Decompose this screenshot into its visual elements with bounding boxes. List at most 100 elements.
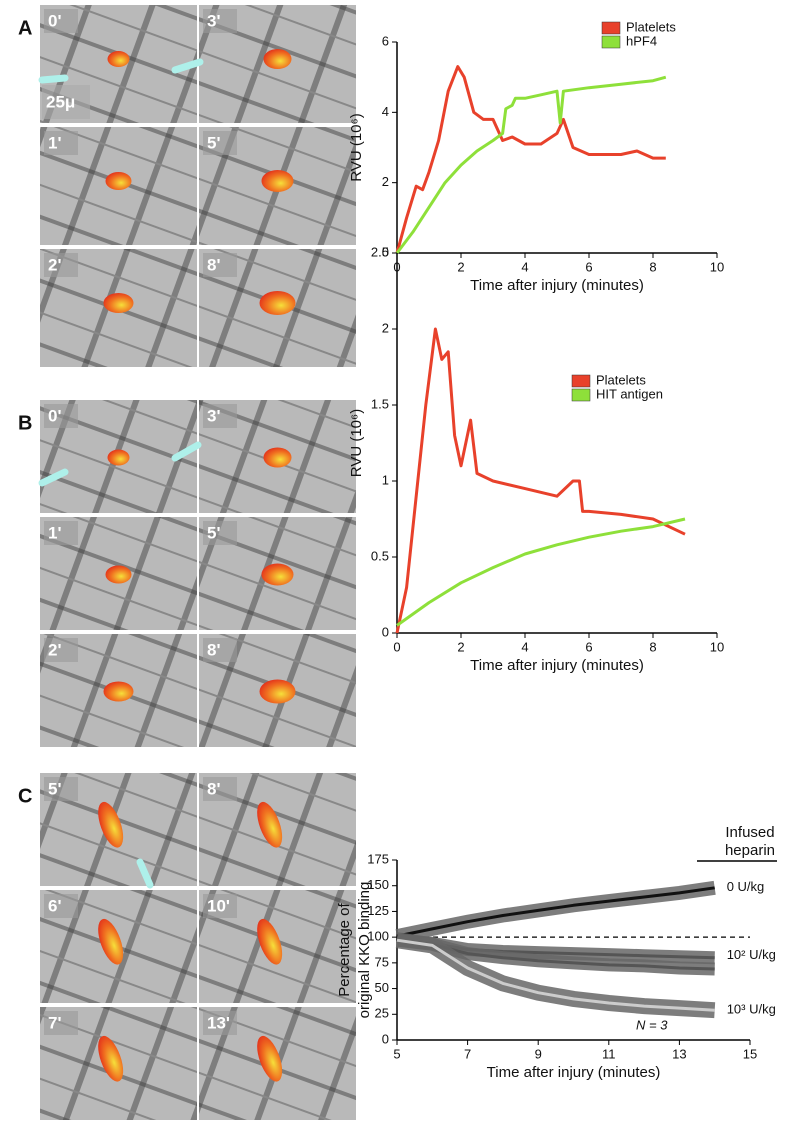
frame-label: 8' xyxy=(207,779,221,798)
x-tick-label: 15 xyxy=(743,1046,757,1061)
panel-label: A xyxy=(18,17,32,39)
frame-label-bg xyxy=(44,521,78,545)
series-line xyxy=(395,75,667,254)
panel-label: C xyxy=(18,785,32,807)
frame-label: 5' xyxy=(207,133,221,152)
y-tick-label: 0 xyxy=(382,244,389,259)
y-tick-label: 25 xyxy=(375,1006,389,1021)
frame-label: 2' xyxy=(48,255,62,274)
arrow xyxy=(38,74,69,84)
x-tick-label: 2 xyxy=(457,259,464,274)
arrow xyxy=(38,468,69,487)
y-tick-label: 2.5 xyxy=(371,244,389,259)
y-tick-label: 6 xyxy=(382,33,389,48)
series-label: 0 U/kg xyxy=(727,879,765,894)
frame-label-bg xyxy=(203,253,237,277)
legend-swatch xyxy=(601,21,621,35)
frame-label-bg xyxy=(44,777,78,801)
frame-label-bg xyxy=(44,131,78,155)
y-axis-label: original KKO binding xyxy=(356,882,373,1019)
series-line xyxy=(395,327,686,634)
frame-label-bg xyxy=(44,253,78,277)
y-tick-label: 4 xyxy=(382,104,389,119)
x-axis-label: Time after injury (minutes) xyxy=(470,277,644,294)
frame-label: 5' xyxy=(207,523,221,542)
x-tick-label: 9 xyxy=(535,1046,542,1061)
x-tick-label: 6 xyxy=(585,639,592,654)
x-tick-label: 8 xyxy=(649,639,656,654)
x-tick-label: 10 xyxy=(710,259,724,274)
series-line xyxy=(395,65,666,254)
y-tick-label: 0.5 xyxy=(371,548,389,563)
y-tick-label: 0 xyxy=(382,624,389,639)
thrombus xyxy=(257,918,283,965)
thrombus xyxy=(107,449,130,466)
y-axis-label: RVU (10⁶) xyxy=(348,113,365,181)
frame-label-bg xyxy=(44,404,78,428)
y-tick-label: 125 xyxy=(367,903,389,918)
frame-label: 1' xyxy=(48,133,62,152)
thrombus xyxy=(263,49,292,69)
y-tick-label: 175 xyxy=(367,851,389,866)
frame-label: 0' xyxy=(48,11,62,30)
x-tick-label: 13 xyxy=(672,1046,686,1061)
series-label: 10² U/kg xyxy=(727,947,776,962)
legend-label: hPF4 xyxy=(626,33,657,48)
x-tick-label: 10 xyxy=(710,639,724,654)
x-axis-label: Time after injury (minutes) xyxy=(487,1064,661,1081)
thrombus xyxy=(259,291,296,315)
x-tick-label: 4 xyxy=(521,259,528,274)
x-tick-label: 11 xyxy=(602,1046,616,1061)
frame-label: 13' xyxy=(207,1013,230,1032)
x-tick-label: 8 xyxy=(649,259,656,274)
frame-label-bg xyxy=(203,521,237,545)
series-label: 10³ U/kg xyxy=(727,1002,776,1017)
thrombus xyxy=(103,293,134,313)
x-tick-label: 5 xyxy=(393,1046,400,1061)
frame-label-bg xyxy=(44,9,78,33)
thrombus xyxy=(107,51,130,67)
frame-label: 1' xyxy=(48,523,62,542)
thrombus xyxy=(261,170,294,192)
y-tick-label: 150 xyxy=(367,877,389,892)
series-line xyxy=(396,517,686,627)
y-tick-label: 2 xyxy=(382,174,389,189)
y-tick-label: 0 xyxy=(382,1031,389,1046)
frame-label: 10' xyxy=(207,896,230,915)
frame-label: 3' xyxy=(207,11,221,30)
frame-label: 6' xyxy=(48,896,62,915)
frame-label-bg xyxy=(203,131,237,155)
annotation: Infused xyxy=(725,824,774,841)
y-tick-label: 2 xyxy=(382,320,389,335)
scale-label: 25μ xyxy=(46,92,75,111)
legend-swatch xyxy=(601,35,621,49)
frame-label-bg xyxy=(203,404,237,428)
scale-bg xyxy=(42,85,90,119)
arrow xyxy=(136,858,154,889)
y-tick-label: 1.5 xyxy=(371,396,389,411)
thrombus xyxy=(259,679,296,704)
y-tick-label: 100 xyxy=(367,929,389,944)
thrombus xyxy=(103,681,134,702)
thrombus xyxy=(257,801,283,848)
frame-label-bg xyxy=(44,638,78,662)
thrombus xyxy=(105,172,132,190)
x-tick-label: 6 xyxy=(585,259,592,274)
legend-swatch xyxy=(571,374,591,388)
legend-swatch xyxy=(571,388,591,402)
frame-label: 5' xyxy=(48,779,62,798)
legend-label: HIT antigen xyxy=(596,386,663,401)
frame-label: 7' xyxy=(48,1013,62,1032)
x-axis-label: Time after injury (minutes) xyxy=(470,657,644,674)
y-tick-label: 75 xyxy=(375,954,389,969)
y-tick-label: 1 xyxy=(382,472,389,487)
annotation: heparin xyxy=(725,842,775,859)
frame-label: 8' xyxy=(207,255,221,274)
thrombus xyxy=(98,1035,124,1082)
legend-label: Platelets xyxy=(596,372,646,387)
thrombus xyxy=(98,801,124,848)
frame-label: 3' xyxy=(207,406,221,425)
arrow xyxy=(171,441,202,462)
frame-label: 2' xyxy=(48,640,62,659)
